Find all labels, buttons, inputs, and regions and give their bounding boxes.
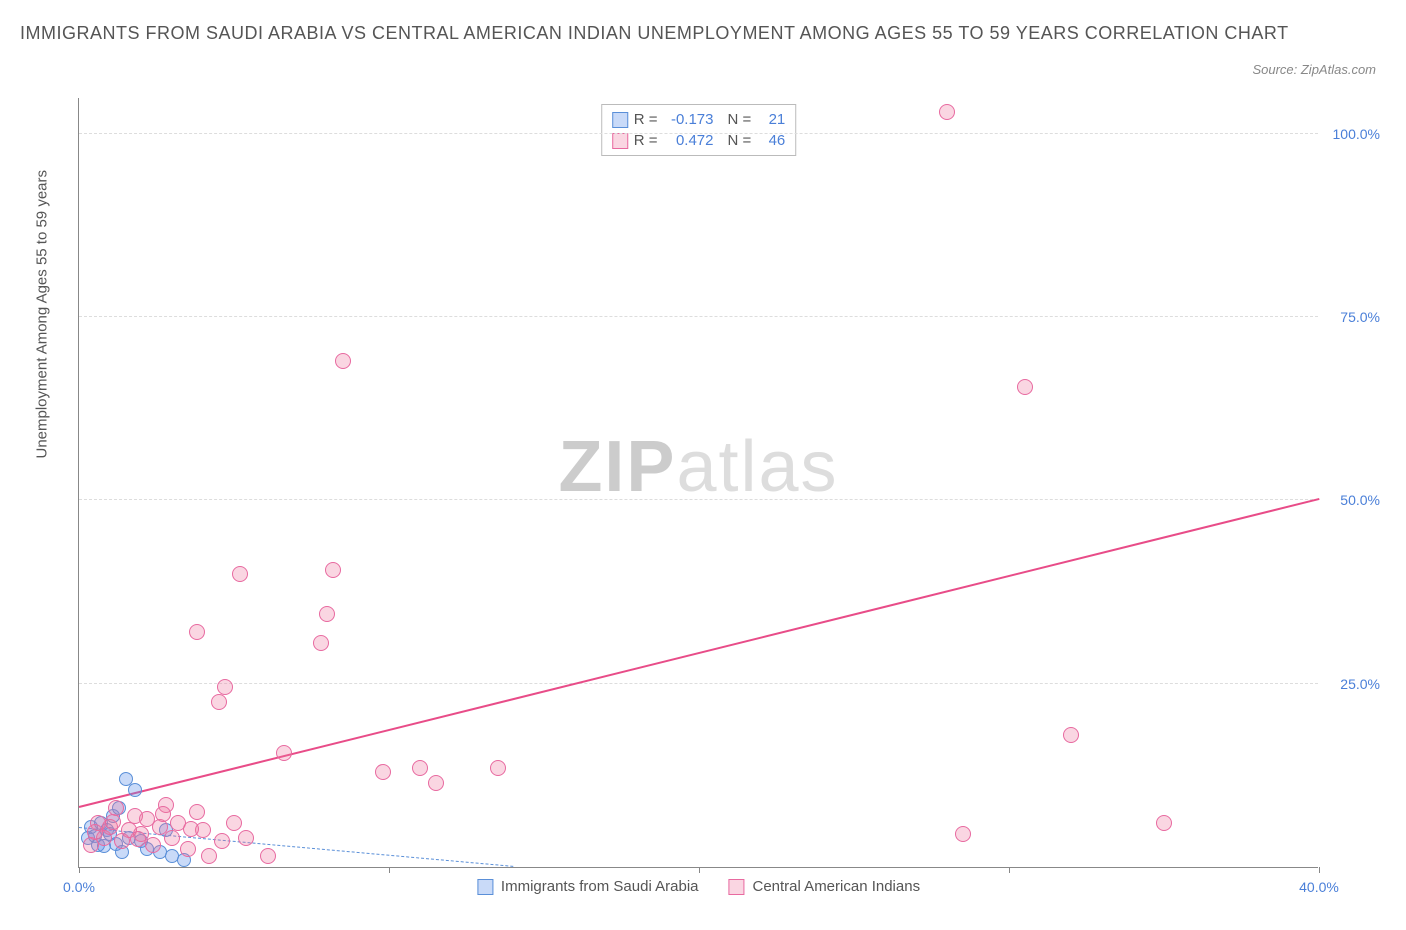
x-tick (699, 867, 700, 873)
y-tick-label: 25.0% (1325, 676, 1380, 692)
source-attribution: Source: ZipAtlas.com (1252, 62, 1376, 77)
legend-swatch-icon (612, 133, 628, 149)
gridline (79, 683, 1318, 684)
y-tick-label: 75.0% (1325, 309, 1380, 325)
scatter-point (189, 804, 205, 820)
correlation-legend: R = -0.173 N = 21 R = 0.472 N = 46 (601, 104, 797, 156)
legend-swatch-icon (728, 879, 744, 895)
legend-row: R = -0.173 N = 21 (612, 109, 786, 130)
scatter-point (128, 783, 142, 797)
x-tick (79, 867, 80, 873)
scatter-point (1017, 379, 1033, 395)
scatter-point (183, 821, 199, 837)
scatter-point (490, 760, 506, 776)
plot-area: ZIPatlas R = -0.173 N = 21 R = 0.472 N =… (78, 98, 1318, 868)
legend-item: Central American Indians (728, 878, 920, 895)
y-axis-label: Unemployment Among Ages 55 to 59 years (34, 170, 51, 459)
x-tick-label: 40.0% (1299, 879, 1339, 895)
scatter-point (155, 806, 171, 822)
scatter-point (214, 833, 230, 849)
legend-item: Immigrants from Saudi Arabia (477, 878, 699, 895)
scatter-point (201, 848, 217, 864)
scatter-point (319, 606, 335, 622)
scatter-point (428, 775, 444, 791)
x-tick (1009, 867, 1010, 873)
scatter-point (375, 764, 391, 780)
scatter-point (1156, 815, 1172, 831)
scatter-point (105, 814, 121, 830)
scatter-point (238, 830, 254, 846)
scatter-point (260, 848, 276, 864)
legend-swatch-icon (612, 112, 628, 128)
correlation-chart: IMMIGRANTS FROM SAUDI ARABIA VS CENTRAL … (20, 20, 1386, 910)
gridline (79, 316, 1318, 317)
legend-swatch-icon (477, 879, 493, 895)
scatter-point (1063, 727, 1079, 743)
scatter-point (226, 815, 242, 831)
x-tick (389, 867, 390, 873)
y-tick-label: 100.0% (1325, 126, 1380, 142)
series-legend: Immigrants from Saudi Arabia Central Ame… (477, 878, 920, 895)
x-tick-label: 0.0% (63, 879, 95, 895)
scatter-point (164, 830, 180, 846)
y-tick-label: 50.0% (1325, 492, 1380, 508)
scatter-point (145, 837, 161, 853)
scatter-point (189, 624, 205, 640)
scatter-point (87, 824, 103, 840)
gridline (79, 499, 1318, 500)
chart-title: IMMIGRANTS FROM SAUDI ARABIA VS CENTRAL … (20, 20, 1386, 47)
scatter-point (313, 635, 329, 651)
scatter-point (217, 679, 233, 695)
scatter-point (412, 760, 428, 776)
scatter-point (130, 831, 146, 847)
scatter-point (180, 841, 196, 857)
watermark: ZIPatlas (558, 426, 838, 508)
scatter-point (335, 353, 351, 369)
scatter-point (955, 826, 971, 842)
gridline (79, 133, 1318, 134)
scatter-point (939, 104, 955, 120)
trend-line (79, 498, 1319, 808)
scatter-point (232, 566, 248, 582)
scatter-point (325, 562, 341, 578)
scatter-point (211, 694, 227, 710)
x-tick (1319, 867, 1320, 873)
scatter-point (276, 745, 292, 761)
